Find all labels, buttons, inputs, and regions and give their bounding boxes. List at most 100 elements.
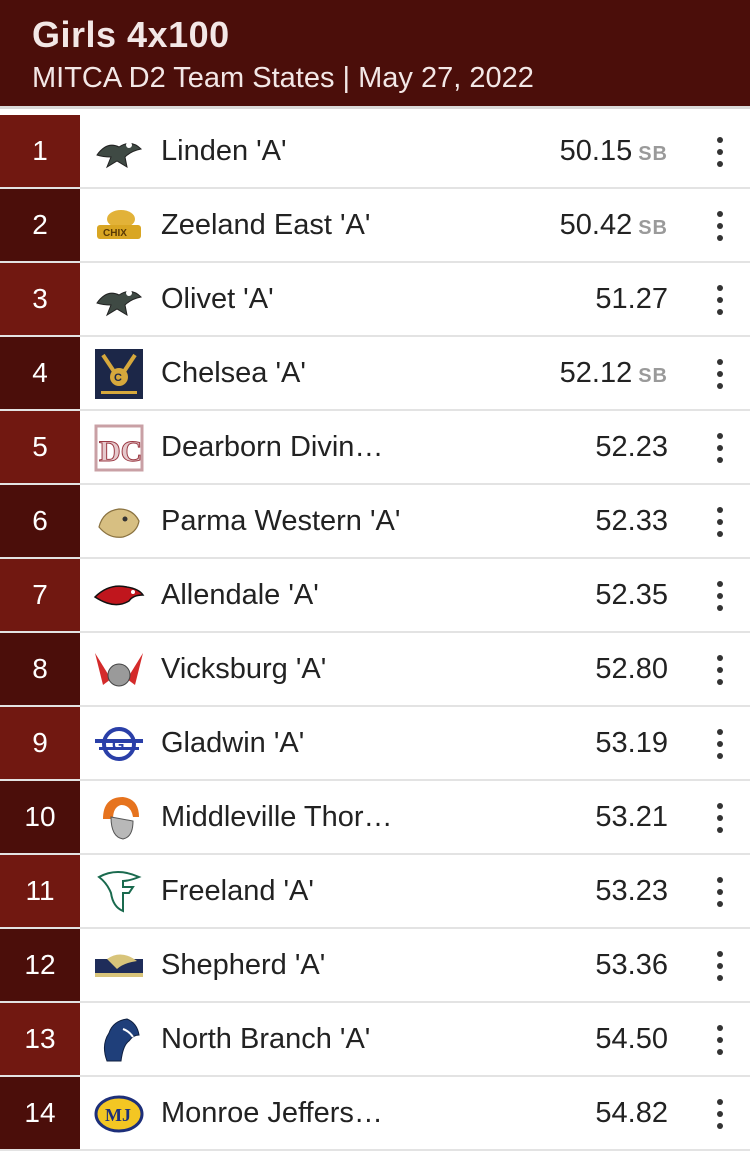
panther-logo-icon (93, 497, 145, 547)
mark-value: 50.42 (559, 209, 633, 241)
more-options-icon[interactable] (712, 1025, 728, 1055)
rank-cell: 13 (0, 1003, 80, 1075)
more-options-icon[interactable] (712, 951, 728, 981)
mark-value: 54.50 (595, 1023, 668, 1055)
rank-cell: 8 (0, 633, 80, 705)
team-name[interactable]: Parma Western 'A' (161, 505, 401, 537)
result-row[interactable]: 9 G Gladwin 'A' 53.19 (0, 707, 750, 781)
result-row[interactable]: 1 Linden 'A' 50.15 SB (0, 115, 750, 189)
result-row[interactable]: 10 Middleville Thor… 53.21 (0, 781, 750, 855)
rank-cell: 5 (0, 411, 80, 483)
team-name[interactable]: Shepherd 'A' (161, 949, 326, 981)
team-name[interactable]: North Branch 'A' (161, 1023, 371, 1055)
more-options-icon[interactable] (712, 1099, 728, 1129)
mark-value: 52.35 (595, 579, 668, 611)
bulldog-logo-icon (93, 645, 145, 695)
more-options-icon[interactable] (712, 359, 728, 389)
result-mark: 54.50 (595, 1003, 668, 1075)
mark-value: 52.33 (595, 505, 668, 537)
bluejay-logo-icon (93, 941, 145, 991)
rank-cell: 9 (0, 707, 80, 779)
svg-text:CHIX: CHIX (103, 228, 127, 239)
result-mark: 52.33 (595, 485, 668, 557)
sb-badge: SB (638, 217, 668, 239)
rank-cell: 2 (0, 189, 80, 261)
result-row[interactable]: 3 Olivet 'A' 51.27 (0, 263, 750, 337)
result-mark: 53.36 (595, 929, 668, 1001)
more-options-icon[interactable] (712, 877, 728, 907)
more-options-icon[interactable] (712, 729, 728, 759)
result-mark: 53.19 (595, 707, 668, 779)
page-title: Girls 4x100 (32, 14, 230, 55)
result-row[interactable]: 8 Vicksburg 'A' 52.80 (0, 633, 750, 707)
rank-cell: 4 (0, 337, 80, 409)
mark-value: 53.19 (595, 727, 668, 759)
result-mark: 50.42 SB (560, 189, 668, 261)
eagle-logo-icon (93, 127, 145, 177)
bronco-logo-icon (93, 1015, 145, 1065)
rank-cell: 6 (0, 485, 80, 557)
dc-logo-icon: DC (93, 423, 145, 473)
svg-text:MJ: MJ (105, 1105, 131, 1125)
mark-value: 53.23 (595, 875, 668, 907)
mark-value: 52.12 (559, 357, 633, 389)
result-mark: 53.21 (595, 781, 668, 853)
result-mark: 54.82 (595, 1077, 668, 1149)
more-options-icon[interactable] (712, 137, 728, 167)
mark-value: 53.21 (595, 801, 668, 833)
team-name[interactable]: Olivet 'A' (161, 283, 274, 315)
team-name[interactable]: Allendale 'A' (161, 579, 319, 611)
result-mark: 52.23 (595, 411, 668, 483)
result-mark: 52.12 SB (560, 337, 668, 409)
meet-subtitle: MITCA D2 Team States | May 27, 2022 (32, 62, 534, 94)
falcon-logo-icon (93, 571, 145, 621)
more-options-icon[interactable] (712, 211, 728, 241)
team-name[interactable]: Freeland 'A' (161, 875, 314, 907)
team-name[interactable]: Zeeland East 'A' (161, 209, 371, 241)
team-name[interactable]: Vicksburg 'A' (161, 653, 327, 685)
results-list: 1 Linden 'A' 50.15 SB 2 CHIX Zeeland East… (0, 115, 750, 1151)
team-name[interactable]: Monroe Jeffers… (161, 1097, 383, 1129)
team-name[interactable]: Chelsea 'A' (161, 357, 306, 389)
result-row[interactable]: 7 Allendale 'A' 52.35 (0, 559, 750, 633)
more-options-icon[interactable] (712, 433, 728, 463)
result-row[interactable]: 4 C Chelsea 'A' 52.12 SB (0, 337, 750, 411)
trojan-logo-icon (93, 793, 145, 843)
result-mark: 50.15 SB (560, 115, 668, 187)
jefferson-logo-icon: MJ (93, 1089, 145, 1139)
result-row[interactable]: 14 MJ Monroe Jeffers… 54.82 (0, 1077, 750, 1151)
mark-value: 50.15 (559, 135, 633, 167)
result-row[interactable]: 2 CHIX Zeeland East 'A' 50.42 SB (0, 189, 750, 263)
team-name[interactable]: Middleville Thor… (161, 801, 393, 833)
svg-text:C: C (114, 372, 122, 384)
result-row[interactable]: 12 Shepherd 'A' 53.36 (0, 929, 750, 1003)
chix-logo-icon: CHIX (93, 201, 145, 251)
team-name[interactable]: Linden 'A' (161, 135, 287, 167)
mark-value: 53.36 (595, 949, 668, 981)
team-name[interactable]: Gladwin 'A' (161, 727, 305, 759)
chelsea-track-logo-icon: C (93, 349, 145, 399)
sb-badge: SB (638, 143, 668, 165)
eagle-logo-icon (93, 275, 145, 325)
mark-value: 52.23 (595, 431, 668, 463)
svg-text:G: G (112, 737, 124, 754)
more-options-icon[interactable] (712, 655, 728, 685)
result-mark: 53.23 (595, 855, 668, 927)
rank-cell: 3 (0, 263, 80, 335)
result-mark: 51.27 (595, 263, 668, 335)
team-name[interactable]: Dearborn Divin… (161, 431, 384, 463)
result-row[interactable]: 6 Parma Western 'A' 52.33 (0, 485, 750, 559)
more-options-icon[interactable] (712, 507, 728, 537)
more-options-icon[interactable] (712, 581, 728, 611)
result-row[interactable]: 13 North Branch 'A' 54.50 (0, 1003, 750, 1077)
result-mark: 52.80 (595, 633, 668, 705)
result-mark: 52.35 (595, 559, 668, 631)
rank-cell: 14 (0, 1077, 80, 1149)
result-row[interactable]: 11 Freeland 'A' 53.23 (0, 855, 750, 929)
result-row[interactable]: 5 DC Dearborn Divin… 52.23 (0, 411, 750, 485)
mark-value: 52.80 (595, 653, 668, 685)
more-options-icon[interactable] (712, 803, 728, 833)
more-options-icon[interactable] (712, 285, 728, 315)
rank-cell: 11 (0, 855, 80, 927)
rank-cell: 7 (0, 559, 80, 631)
